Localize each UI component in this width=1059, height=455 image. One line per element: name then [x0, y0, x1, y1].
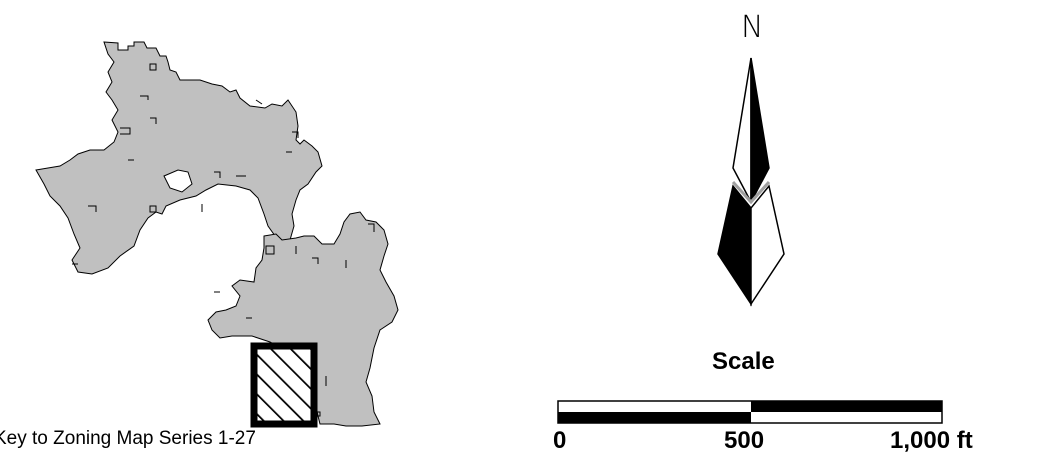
scale-tick-0: 0 — [553, 427, 567, 454]
scale-tick-500: 500 — [724, 427, 765, 454]
scale-tick-1000: 1,000 ft — [890, 427, 973, 454]
boundary-detail-marks — [72, 63, 375, 417]
north-arrow-collar — [731, 180, 771, 205]
scale-bar-seg-4 — [751, 412, 942, 423]
north-arrow-lower-black — [717, 184, 752, 307]
north-arrow — [717, 57, 785, 307]
scale-bar — [557, 400, 943, 424]
city-boundary-map — [35, 41, 399, 427]
city-notch — [163, 169, 193, 193]
north-arrow-upper-black — [750, 57, 770, 203]
north-arrow-lower-white — [750, 184, 785, 307]
zoning-key-fill — [254, 346, 314, 424]
south-city-area — [207, 211, 399, 427]
scale-bar-seg-2 — [751, 401, 942, 412]
north-label: N — [741, 10, 764, 45]
north-city-area — [35, 41, 323, 275]
north-arrow-upper-white — [732, 57, 752, 203]
map-key-caption: Key to Zoning Map Series 1-27 — [0, 428, 256, 449]
zoning-key-area — [250, 342, 318, 428]
scale-bar-seg-3 — [558, 412, 751, 423]
scale-title: Scale — [712, 348, 775, 375]
zoning-key-frame — [250, 342, 318, 428]
scale-bar-seg-1 — [558, 401, 751, 412]
scale-bar-outline — [557, 400, 943, 424]
